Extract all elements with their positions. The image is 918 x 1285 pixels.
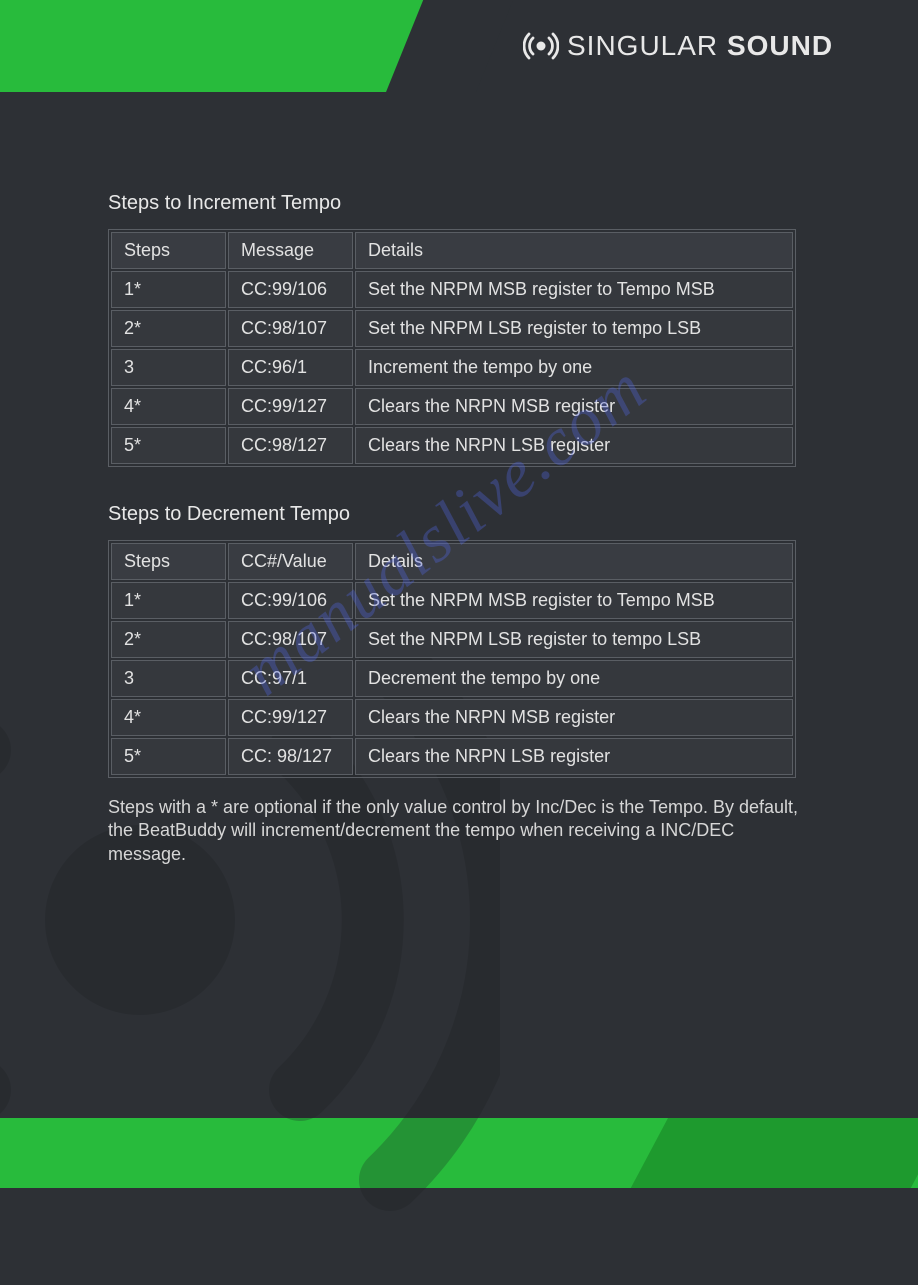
table-row: 2* CC:98/107 Set the NRPM LSB register t… bbox=[111, 621, 793, 658]
cell-details: Clears the NRPN MSB register bbox=[355, 388, 793, 425]
decrement-tempo-table: Steps CC#/Value Details 1* CC:99/106 Set… bbox=[108, 540, 796, 778]
table-row: 3 CC:96/1 Increment the tempo by one bbox=[111, 349, 793, 386]
table-row: 5* CC:98/127 Clears the NRPN LSB registe… bbox=[111, 427, 793, 464]
increment-tempo-table: Steps Message Details 1* CC:99/106 Set t… bbox=[108, 229, 796, 467]
page-header: SINGULAR SOUND bbox=[0, 0, 918, 92]
cell-step: 3 bbox=[111, 349, 226, 386]
cell-message: CC:99/127 bbox=[228, 388, 353, 425]
cell-details: Increment the tempo by one bbox=[355, 349, 793, 386]
cell-step: 4* bbox=[111, 388, 226, 425]
cell-message: CC:97/1 bbox=[228, 660, 353, 697]
cell-step: 3 bbox=[111, 660, 226, 697]
cell-details: Set the NRPM MSB register to Tempo MSB bbox=[355, 582, 793, 619]
col-header-ccvalue: CC#/Value bbox=[228, 543, 353, 580]
header-brand-area: SINGULAR SOUND bbox=[448, 0, 918, 92]
footnote-text: Steps with a * are optional if the only … bbox=[108, 796, 808, 866]
brand-name: SINGULAR SOUND bbox=[567, 30, 833, 62]
cell-message: CC:99/127 bbox=[228, 699, 353, 736]
table-row: 4* CC:99/127 Clears the NRPN MSB registe… bbox=[111, 388, 793, 425]
cell-message: CC: 98/127 bbox=[228, 738, 353, 775]
table-header-row: Steps CC#/Value Details bbox=[111, 543, 793, 580]
footer-triangle-accent bbox=[620, 1118, 918, 1188]
cell-step: 5* bbox=[111, 738, 226, 775]
cell-message: CC:96/1 bbox=[228, 349, 353, 386]
table-row: 1* CC:99/106 Set the NRPM MSB register t… bbox=[111, 271, 793, 308]
cell-details: Decrement the tempo by one bbox=[355, 660, 793, 697]
cell-message: CC:99/106 bbox=[228, 271, 353, 308]
cell-details: Clears the NRPN MSB register bbox=[355, 699, 793, 736]
cell-details: Set the NRPM MSB register to Tempo MSB bbox=[355, 271, 793, 308]
col-header-steps: Steps bbox=[111, 543, 226, 580]
cell-details: Clears the NRPN LSB register bbox=[355, 738, 793, 775]
cell-step: 4* bbox=[111, 699, 226, 736]
cell-step: 2* bbox=[111, 310, 226, 347]
cell-message: CC:98/107 bbox=[228, 621, 353, 658]
cell-step: 2* bbox=[111, 621, 226, 658]
brand-name-light: SINGULAR bbox=[567, 30, 727, 61]
section2-title: Steps to Decrement Tempo bbox=[108, 503, 810, 526]
table-header-row: Steps Message Details bbox=[111, 232, 793, 269]
table-row: 1* CC:99/106 Set the NRPM MSB register t… bbox=[111, 582, 793, 619]
singular-sound-icon bbox=[523, 28, 559, 64]
section1-title: Steps to Increment Tempo bbox=[108, 192, 810, 215]
page-content: Steps to Increment Tempo Steps Message D… bbox=[0, 92, 918, 866]
brand-name-bold: SOUND bbox=[727, 30, 833, 61]
cell-details: Set the NRPM LSB register to tempo LSB bbox=[355, 621, 793, 658]
col-header-message: Message bbox=[228, 232, 353, 269]
cell-step: 1* bbox=[111, 582, 226, 619]
table-row: 2* CC:98/107 Set the NRPM LSB register t… bbox=[111, 310, 793, 347]
cell-details: Set the NRPM LSB register to tempo LSB bbox=[355, 310, 793, 347]
col-header-details: Details bbox=[355, 232, 793, 269]
table-row: 3 CC:97/1 Decrement the tempo by one bbox=[111, 660, 793, 697]
col-header-details: Details bbox=[355, 543, 793, 580]
brand-logo: SINGULAR SOUND bbox=[523, 28, 833, 64]
cell-message: CC:98/107 bbox=[228, 310, 353, 347]
cell-step: 1* bbox=[111, 271, 226, 308]
col-header-steps: Steps bbox=[111, 232, 226, 269]
cell-message: CC:98/127 bbox=[228, 427, 353, 464]
table-row: 4* CC:99/127 Clears the NRPN MSB registe… bbox=[111, 699, 793, 736]
cell-step: 5* bbox=[111, 427, 226, 464]
cell-details: Clears the NRPN LSB register bbox=[355, 427, 793, 464]
cell-message: CC:99/106 bbox=[228, 582, 353, 619]
table-row: 5* CC: 98/127 Clears the NRPN LSB regist… bbox=[111, 738, 793, 775]
